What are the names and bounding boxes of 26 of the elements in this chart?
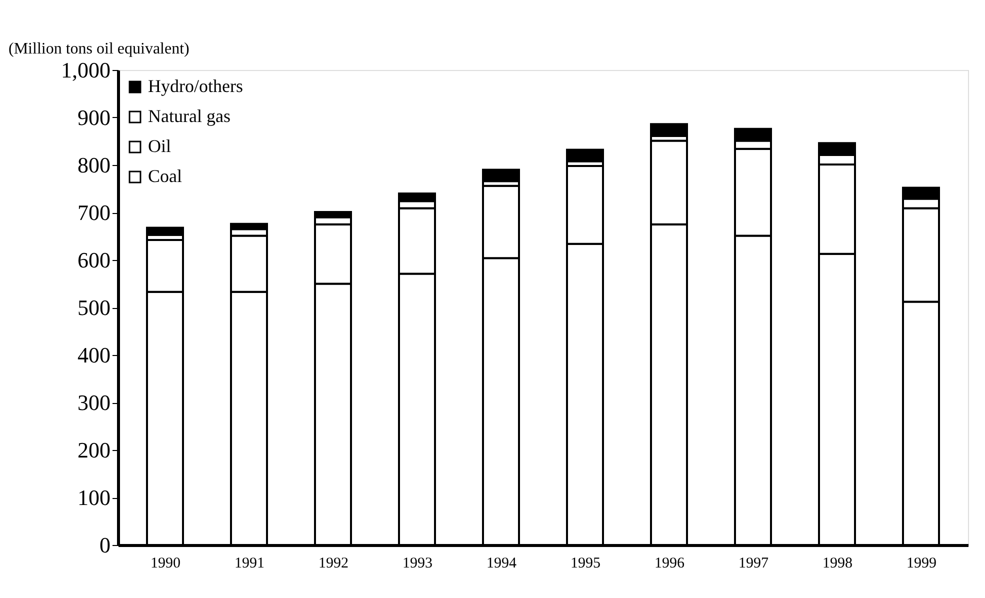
x-tick-label: 1996 (654, 556, 685, 572)
x-tick-label: 1992 (318, 556, 348, 572)
y-tick-label: 600 (78, 248, 110, 272)
y-tick-label: 900 (78, 105, 110, 130)
x-tick-label: 1994 (486, 556, 517, 572)
y-tick-label: 0 (100, 532, 110, 558)
y-axis-title: (Million tons oil equivalent) (8, 40, 190, 58)
y-tick-label: 400 (78, 342, 110, 368)
legend-label: Hydro/others (148, 76, 243, 96)
legend-label: Coal (148, 166, 182, 186)
x-tick-label: 1991 (234, 556, 264, 572)
y-tick-label: 200 (78, 438, 110, 462)
y-tick-label: 800 (78, 152, 110, 178)
legend-label: Oil (148, 136, 172, 156)
legend-label: Natural gas (148, 106, 230, 126)
y-tick-label: 500 (78, 295, 110, 320)
x-tick-label: 1995 (570, 556, 600, 572)
x-tick-label: 1999 (906, 556, 936, 572)
x-tick-label: 1997 (738, 556, 769, 572)
x-tick-label: 1993 (402, 556, 432, 572)
x-tick-label: 1990 (150, 556, 180, 572)
y-tick-label: 700 (78, 200, 110, 225)
y-tick-label: 100 (78, 485, 110, 510)
y-tick-label: 1,000 (61, 58, 110, 82)
y-tick-label: 300 (78, 390, 110, 415)
x-tick-label: 1998 (822, 556, 852, 572)
